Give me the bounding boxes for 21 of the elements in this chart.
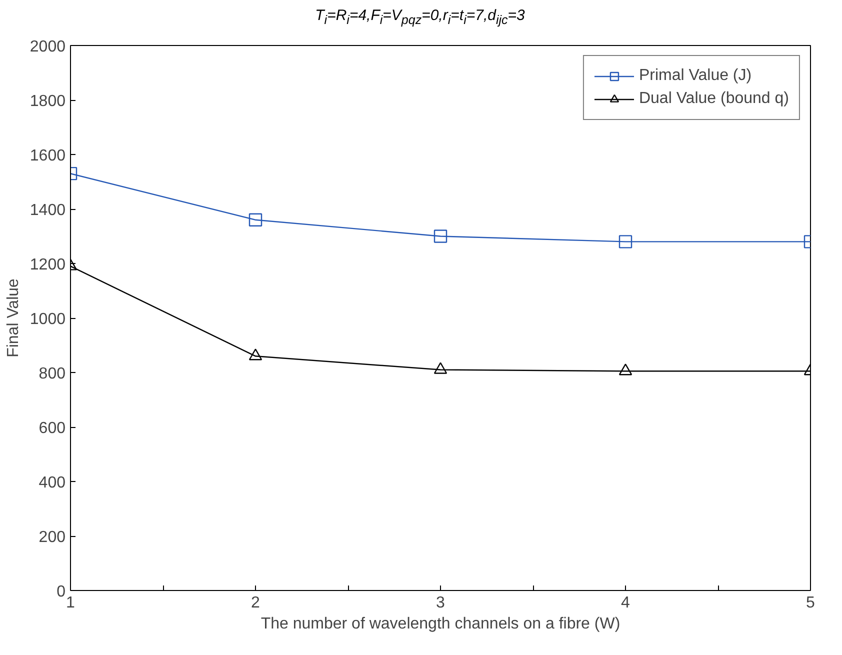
y-tick-label: 1600 [30, 148, 66, 164]
x-axis-title: The number of wavelength channels on a fibre (W) [260, 616, 620, 632]
y-tick-label: 1200 [30, 256, 66, 274]
y-tick-label: 600 [38, 420, 66, 437]
y-tick-label: 2000 [30, 38, 66, 56]
x-tick-label: 3 [436, 594, 446, 612]
legend-label: Dual Value (bound q) [638, 90, 789, 108]
legend-label: Primal Value (J) [638, 67, 752, 85]
x-tick-label: 1 [66, 594, 76, 612]
y-tick-label: 1000 [30, 311, 66, 328]
y-tick-label: 1400 [30, 202, 66, 219]
y-tick-label: 800 [38, 366, 66, 382]
y-tick-label: 200 [38, 529, 66, 546]
y-tick-label: 0 [56, 584, 66, 600]
y-axis-title: Final Value [4, 278, 22, 358]
x-tick-label: 2 [251, 594, 260, 612]
y-tick-label: 400 [38, 474, 66, 492]
y-tick-label: 1800 [30, 93, 66, 110]
x-tick-label: 5 [806, 594, 816, 612]
x-tick-label: 4 [621, 594, 630, 612]
chart-title: T$_{i}$=R$_{i}$=4,F$_{i}$=V$_{pqz}$=0,r$_{i}$=t$_{i}$=7,d$_{ijc}$=3 [315, 7, 525, 27]
